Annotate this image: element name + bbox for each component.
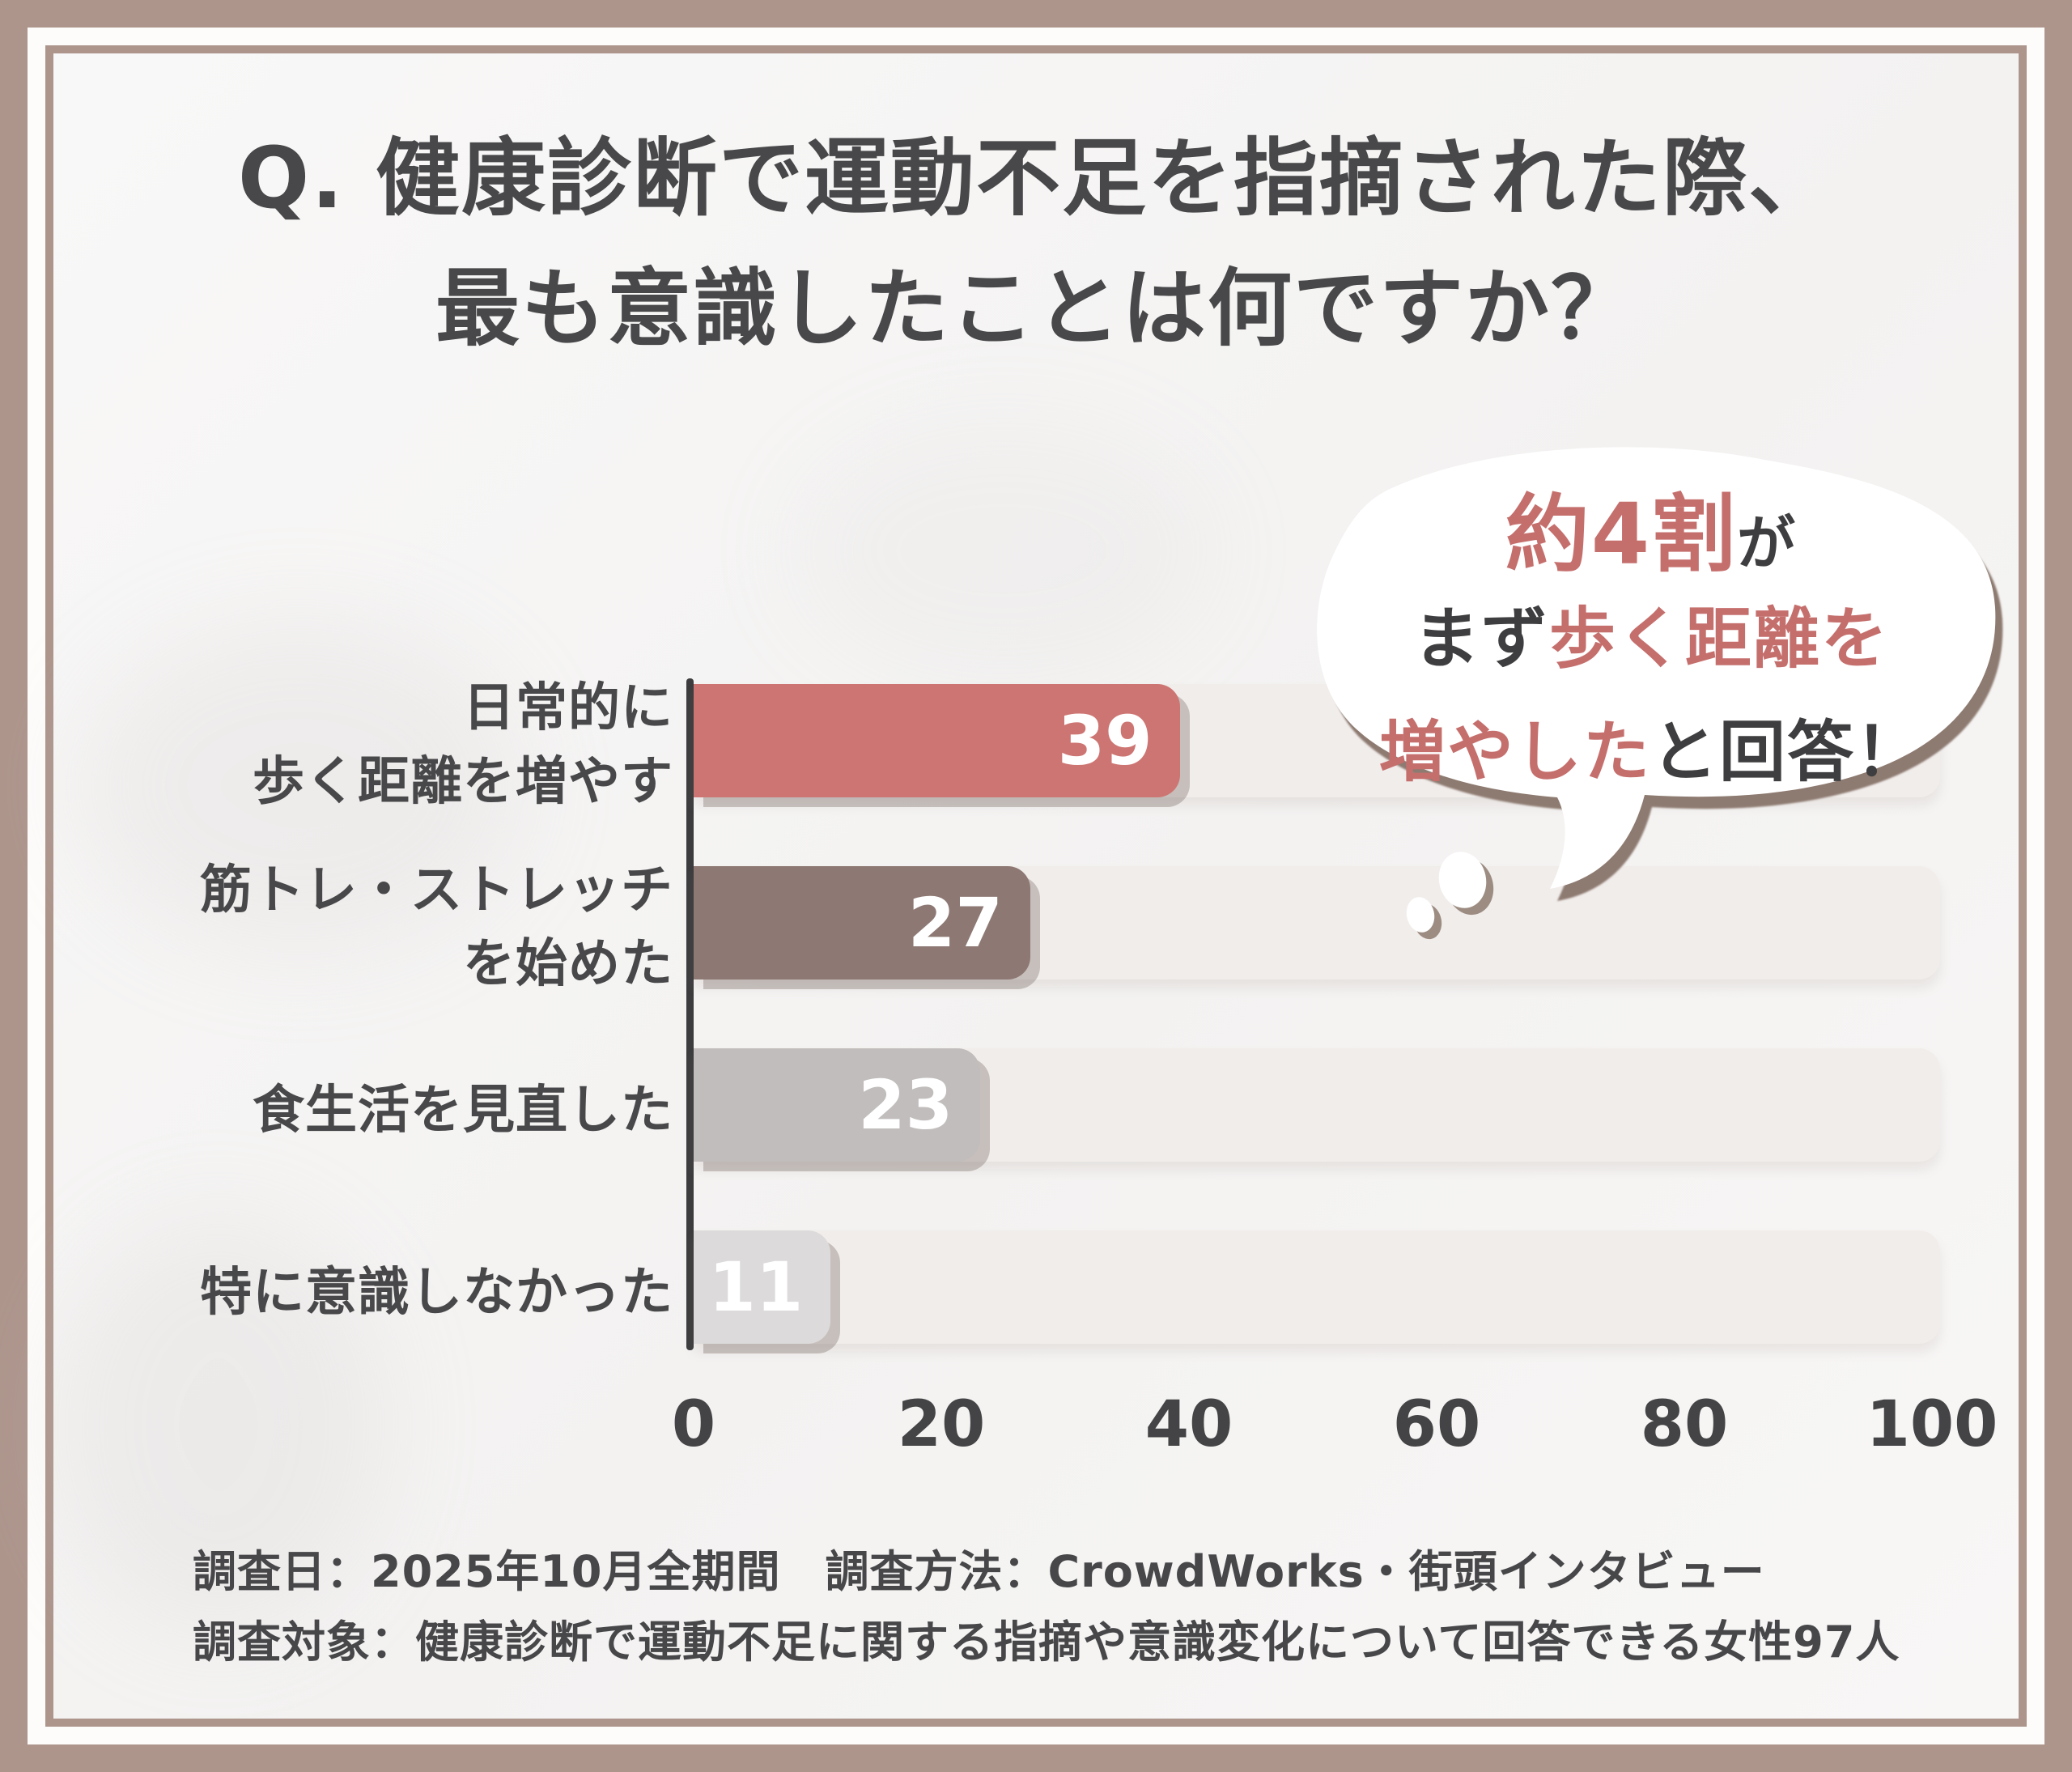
speech-bubble <box>1283 437 2015 907</box>
bar: 39 <box>694 684 1180 797</box>
bar-value: 23 <box>858 1065 953 1145</box>
bar-value: 39 <box>1057 701 1153 780</box>
category-label: 筋トレ・ストレッチ を始めた <box>200 861 673 994</box>
x-tick-label: 0 <box>671 1388 716 1461</box>
footnote-line-2: 調査対象：健康診断で運動不足に関する指摘や意識変化について回答できる女性97人 <box>193 1617 1900 1668</box>
bubble-text-line-3: 増やしたと回答！ <box>1378 714 1924 791</box>
x-tick-label: 60 <box>1392 1388 1481 1461</box>
title-line-1: Q. 健康診断で運動不足を指摘された際、 <box>237 129 1835 227</box>
x-axis: 0 20 40 60 80 100 <box>672 1388 1998 1477</box>
bar-row: 23 <box>694 1048 1940 1162</box>
bar: 23 <box>694 1048 981 1162</box>
page-title: Q. 健康診断で運動不足を指摘された際、 最も意識したことは何ですか？ <box>53 113 2019 374</box>
x-tick-label: 40 <box>1144 1388 1233 1461</box>
category-label: 特に意識しなかった <box>200 1263 673 1323</box>
bar: 27 <box>694 866 1030 979</box>
x-tick-label: 100 <box>1866 1388 1998 1461</box>
bar-value: 11 <box>708 1247 804 1327</box>
survey-footnote: 調査日：2025年10月全期間 調査方法：CrowdWorks・街頭インタビュー… <box>193 1536 1975 1678</box>
category-label: 日常的に 歩く距離を増やす <box>253 678 673 812</box>
y-axis-line <box>686 678 694 1350</box>
bar-track <box>694 1230 1940 1344</box>
x-tick-label: 80 <box>1640 1388 1729 1461</box>
bubble-text-line-1: 約4割が <box>1505 485 1798 584</box>
x-tick-label: 20 <box>897 1388 986 1461</box>
footnote-line-1: 調査日：2025年10月全期間 調査方法：CrowdWorks・街頭インタビュー <box>193 1546 1765 1597</box>
bubble-text-line-2: まず歩く距離を <box>1412 601 1890 678</box>
category-label: 食生活を見直した <box>253 1081 673 1141</box>
bar-row: 27 <box>694 866 1940 979</box>
bar-value: 27 <box>907 883 1003 962</box>
bar: 11 <box>694 1230 831 1344</box>
speech-bubble-shape <box>1317 447 1996 889</box>
bar-row: 11 <box>694 1230 1940 1344</box>
title-line-2: 最も意識したことは何ですか？ <box>435 259 1637 359</box>
